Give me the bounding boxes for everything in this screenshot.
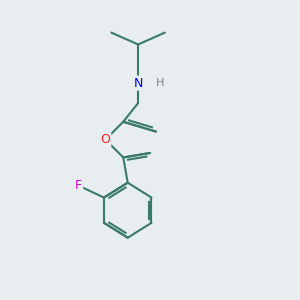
Text: F: F <box>75 179 82 192</box>
Text: H: H <box>156 78 165 88</box>
Text: N: N <box>134 76 143 90</box>
Text: O: O <box>100 133 110 146</box>
